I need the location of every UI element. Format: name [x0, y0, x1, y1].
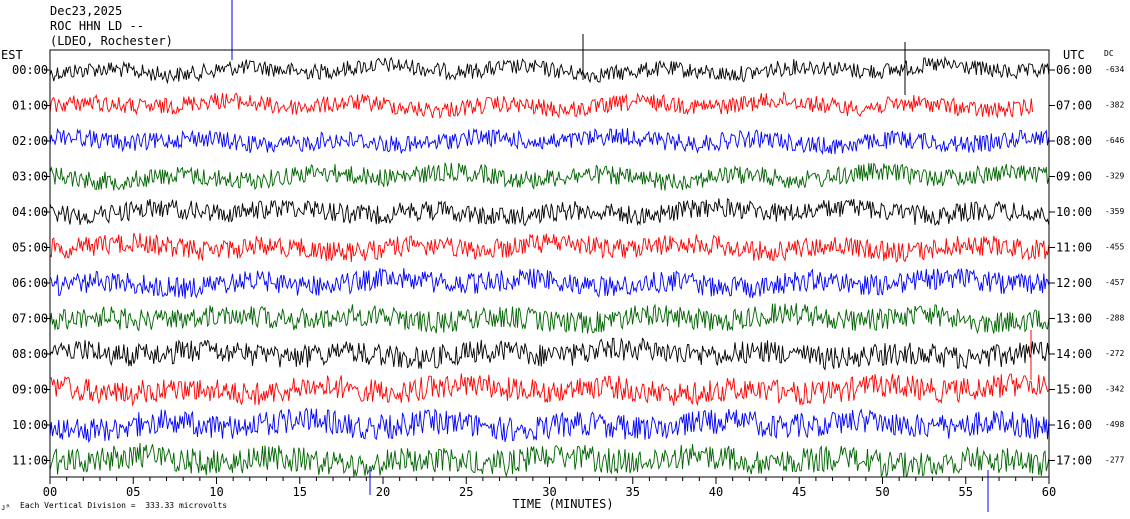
est-row-label: 07:00 [12, 312, 48, 326]
utc-row-label: 10:00 [1056, 205, 1092, 219]
x-tick-label-00: 00 [43, 485, 57, 499]
utc-row-label: 12:00 [1056, 276, 1092, 290]
trace-0100 [49, 91, 1033, 120]
utc-row-label: 13:00 [1056, 312, 1092, 326]
x-axis-label: TIME (MINUTES) [512, 497, 613, 511]
est-row-label: 00:00 [12, 63, 48, 77]
est-row-label: 03:00 [12, 170, 48, 184]
dc-offset-label: -277 [1105, 456, 1124, 465]
dc-offset-label: -329 [1105, 172, 1124, 181]
header-station: ROC HHN LD -- [50, 19, 144, 33]
trace-1100 [49, 442, 1050, 478]
x-tick-label-60: 60 [1042, 485, 1056, 499]
x-tick-label-25: 25 [459, 485, 473, 499]
dc-offset-label: -288 [1105, 314, 1124, 323]
dc-offset-label: -382 [1105, 101, 1124, 110]
dc-offset-label: -498 [1105, 420, 1124, 429]
utc-row-label: 15:00 [1056, 383, 1092, 397]
x-tick-label-50: 50 [875, 485, 889, 499]
trace-0200 [49, 127, 1050, 156]
dc-offset-label: -455 [1105, 243, 1124, 252]
dc-offset-label: -272 [1105, 349, 1124, 358]
utc-row-label: 11:00 [1056, 241, 1092, 255]
trace-0900 [49, 373, 1050, 407]
utc-label: UTC [1063, 48, 1085, 62]
trace-0300 [49, 162, 1050, 191]
dc-offset-label: -457 [1105, 278, 1124, 287]
logo-mark: ᴊᴿ [1, 503, 11, 512]
utc-row-label: 06:00 [1056, 63, 1092, 77]
dc-offset-label: -342 [1105, 385, 1124, 394]
row-labels: 00:00 06:00 -634 01:00 07:00 -382 02:00 08:00 -6… [12, 63, 1124, 468]
est-row-label: 10:00 [12, 418, 48, 432]
est-row-label: 04:00 [12, 205, 48, 219]
trace-group [49, 0, 1050, 512]
x-tick-label-30: 30 [542, 485, 556, 499]
x-tick-label-10: 10 [209, 485, 223, 499]
trace-0500 [49, 232, 1050, 263]
scale-note: Each Vertical Division = 333.33 microvol… [20, 501, 228, 510]
est-row-label: 02:00 [12, 134, 48, 148]
trace-1000 [49, 407, 1050, 444]
x-tick-label-55: 55 [959, 485, 973, 499]
trace-0800 [49, 337, 1050, 371]
utc-row-label: 07:00 [1056, 99, 1092, 113]
x-axis: 00 05 10 15 20 25 30 35 40 45 50 55 60 TIME (MINUTES) [43, 477, 1056, 511]
dc-offset-label: -646 [1105, 136, 1124, 145]
x-tick-label-15: 15 [293, 485, 307, 499]
utc-row-label: 17:00 [1056, 454, 1092, 468]
est-row-label: 09:00 [12, 383, 48, 397]
utc-row-label: 14:00 [1056, 347, 1092, 361]
utc-row-label: 09:00 [1056, 170, 1092, 184]
est-row-label: 01:00 [12, 99, 48, 113]
est-label: EST [1, 48, 23, 62]
dc-offset-label: -634 [1105, 65, 1124, 74]
est-row-label: 08:00 [12, 347, 48, 361]
trace-0400 [49, 198, 1050, 227]
dc-label: DC [1104, 49, 1114, 58]
trace-0700 [49, 303, 1050, 335]
header-date: Dec23,2025 [50, 4, 123, 18]
dc-offset-label: -359 [1105, 207, 1124, 216]
x-tick-label-45: 45 [792, 485, 806, 499]
est-row-label: 11:00 [12, 454, 48, 468]
est-row-label: 06:00 [12, 276, 48, 290]
trace-0600 [49, 268, 1050, 299]
x-tick-label-40: 40 [709, 485, 723, 499]
x-tick-label-35: 35 [626, 485, 640, 499]
est-row-label: 05:00 [12, 241, 48, 255]
utc-row-label: 08:00 [1056, 134, 1092, 148]
utc-row-label: 16:00 [1056, 418, 1092, 432]
x-tick-label-20: 20 [376, 485, 390, 499]
header-network: (LDEO, Rochester) [50, 34, 173, 48]
x-tick-label-05: 05 [126, 485, 140, 499]
plot-frame [49, 49, 1050, 478]
trace-0000 [49, 55, 1050, 85]
